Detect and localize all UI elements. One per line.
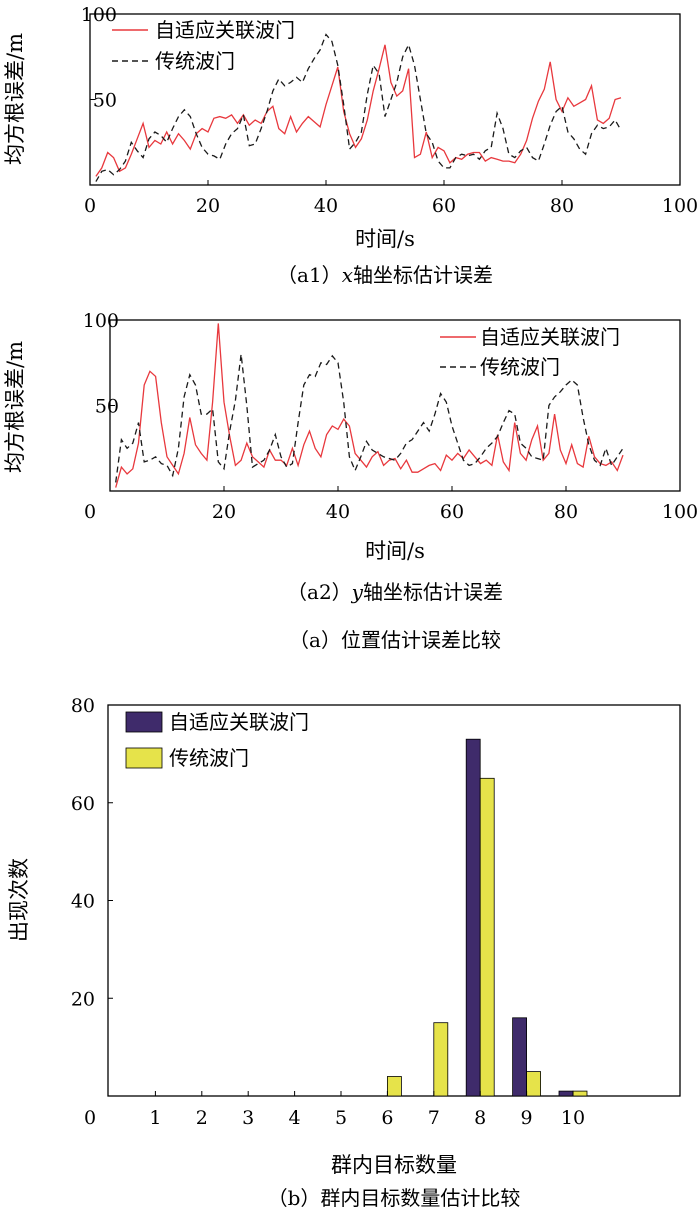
tick-layer: 0 20 40 60 80 100 50 100 — [83, 310, 698, 523]
series-layer — [95, 33, 622, 182]
x-tick-label: 5 — [335, 1107, 347, 1129]
series-line-2 — [95, 33, 622, 182]
y-tick-label: 60 — [71, 793, 95, 815]
x-tick-label: 60 — [432, 195, 456, 217]
x-tick-label: 80 — [554, 501, 578, 523]
caption-prefix: （a1） — [277, 263, 342, 287]
legend-swatch — [125, 711, 163, 733]
caption-suffix: 轴坐标估计误差 — [353, 263, 493, 287]
x-tick-label: 0 — [84, 195, 96, 217]
caption-suffix: 轴坐标估计误差 — [363, 580, 503, 604]
x-tick-label: 100 — [662, 195, 698, 217]
bar — [386, 1076, 402, 1097]
bar — [572, 1090, 588, 1097]
x-tick-label: 9 — [521, 1107, 533, 1129]
caption-variable: y — [351, 580, 364, 604]
series-line-1 — [115, 323, 624, 488]
y-axis-title: 均方根误差/m — [3, 33, 27, 165]
legend-label: 传统波门 — [480, 355, 560, 379]
y-tick-label: 100 — [83, 310, 119, 332]
x-tick-label: 2 — [196, 1107, 208, 1129]
x-tick-label: 20 — [196, 195, 220, 217]
x-axis-title: 时间/s — [355, 227, 415, 251]
y-tick-label: 50 — [93, 90, 117, 112]
x-axis-title: 时间/s — [365, 539, 425, 563]
x-tick-label: 1 — [149, 1107, 161, 1129]
caption-a2: （a2）y轴坐标估计误差 — [287, 580, 503, 604]
x-tick-label: 3 — [242, 1107, 254, 1129]
x-tick-label: 40 — [326, 501, 350, 523]
bar — [433, 1022, 449, 1097]
legend-label: 传统波门 — [169, 746, 249, 770]
bar — [512, 1017, 527, 1097]
series-layer — [386, 738, 588, 1097]
x-tick-label: 8 — [474, 1107, 486, 1129]
y-axis-title: 均方根误差/m — [3, 341, 27, 473]
x-tick-label: 100 — [662, 501, 698, 523]
x-tick-label: 7 — [428, 1107, 440, 1129]
bar — [479, 777, 495, 1097]
x-axis-title: 群内目标数量 — [331, 1153, 457, 1177]
caption-prefix: （a2） — [287, 580, 352, 604]
legend-swatch — [125, 747, 163, 769]
tick-layer: 0 20 40 60 80 100 50 100 — [81, 4, 698, 217]
x-tick-label: 60 — [440, 501, 464, 523]
legend-label: 传统波门 — [155, 49, 235, 73]
legend-label: 自适应关联波门 — [155, 18, 295, 42]
y-tick-label: 80 — [71, 695, 95, 717]
bar — [465, 738, 481, 1097]
y-tick-label: 20 — [71, 988, 95, 1010]
x-tick-label: 80 — [550, 195, 574, 217]
caption-b: （b）群内目标数量估计比较 — [268, 1186, 521, 1210]
series-line-2 — [115, 354, 624, 483]
bar — [558, 1090, 574, 1097]
bar — [526, 1071, 541, 1097]
caption-variable: x — [342, 263, 353, 287]
x-tick-label: 10 — [561, 1107, 585, 1129]
group-caption-a: （a）位置估计误差比较 — [289, 628, 501, 652]
y-tick-label: 100 — [81, 4, 117, 26]
x-tick-label: 0 — [84, 1107, 96, 1129]
x-tick-label: 20 — [212, 501, 236, 523]
y-axis-title: 出现次数 — [7, 858, 31, 942]
x-tick-label: 6 — [381, 1107, 393, 1129]
legend-label: 自适应关联波门 — [169, 710, 309, 734]
series-layer — [115, 323, 624, 488]
caption-a1: （a1）x轴坐标估计误差 — [277, 263, 493, 287]
series-line-1 — [95, 44, 622, 177]
x-tick-label: 4 — [289, 1107, 301, 1129]
tick-layer: 0 1 2 3 4 5 6 7 8 9 10 20 40 60 80 — [71, 695, 585, 1129]
x-tick-label: 0 — [84, 501, 96, 523]
legend-label: 自适应关联波门 — [480, 325, 620, 349]
y-tick-label: 40 — [71, 891, 95, 913]
y-tick-label: 50 — [95, 396, 119, 418]
x-tick-label: 40 — [314, 195, 338, 217]
